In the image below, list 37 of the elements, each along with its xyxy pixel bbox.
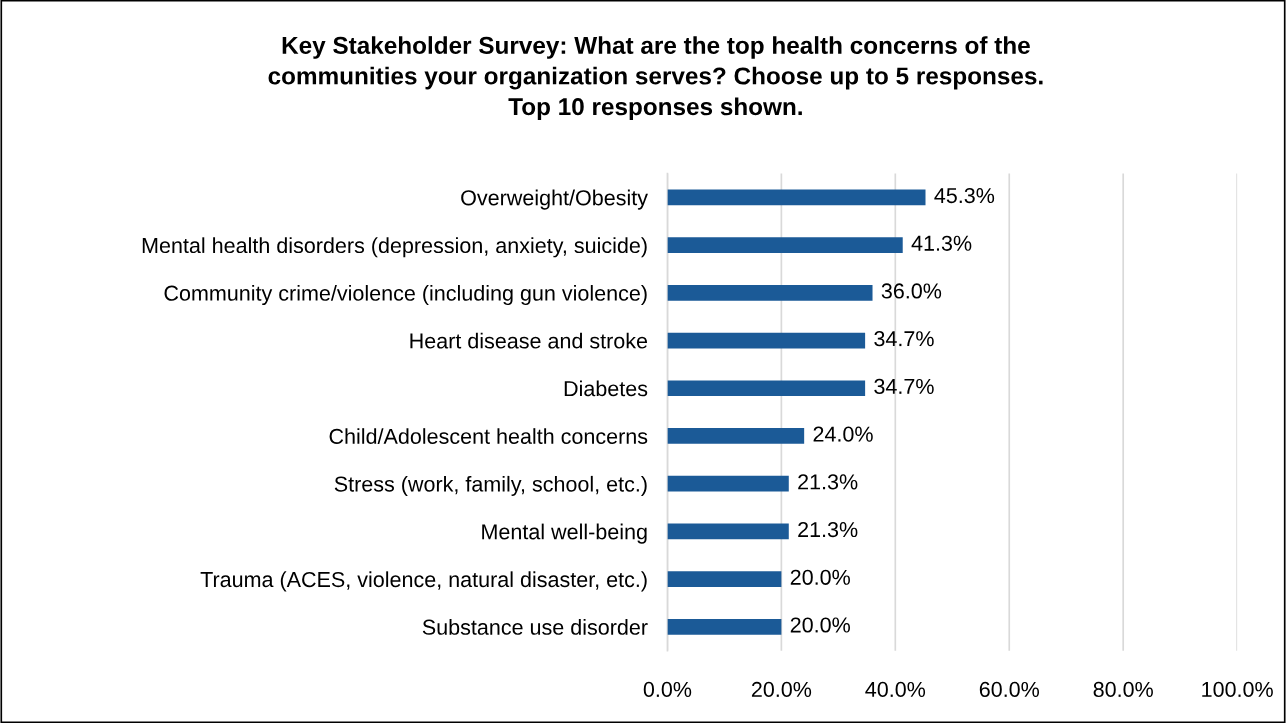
bar — [667, 523, 789, 540]
x-tick-label: 80.0% — [1093, 681, 1153, 698]
bar — [667, 475, 789, 492]
y-tick-label: Diabetes — [564, 380, 648, 397]
data-label: 20.0% — [790, 569, 850, 585]
data-label: 41.3% — [911, 235, 972, 251]
bar — [667, 380, 866, 397]
data-label: 45.3% — [934, 187, 995, 204]
bar — [667, 618, 782, 635]
bar — [667, 237, 903, 253]
y-tick-label: Heart disease and stroke — [410, 332, 648, 349]
data-label: 24.0% — [813, 426, 873, 442]
x-tick-label: 0.0% — [643, 681, 692, 698]
bar — [667, 571, 782, 587]
data-label: 34.7% — [874, 378, 934, 395]
x-tick-label: 20.0% — [751, 681, 812, 698]
bar — [667, 332, 866, 349]
chart-title: Key Stakeholder Survey: What are the top health concerns of the communities your organization serves? Choose up to 5 responses. Top 10 responses shown. — [268, 36, 1043, 121]
bar — [667, 189, 926, 206]
y-tick-label: Trauma (ACES, violence, natural disaster, etc.) — [200, 571, 647, 592]
y-tick-label: Mental well-being — [482, 523, 647, 544]
x-tick-label: 40.0% — [865, 681, 926, 698]
x-tick-label: 60.0% — [979, 681, 1040, 698]
y-tick-label: Substance use disorder — [422, 619, 648, 635]
y-tick-label: Community crime/violence (including gun violence) — [164, 285, 647, 306]
y-tick-label: Child/Adolescent health concerns — [329, 428, 648, 444]
data-label: 20.0% — [790, 617, 850, 633]
data-label: 21.3% — [798, 521, 858, 538]
data-label: 21.3% — [798, 474, 858, 490]
bar — [667, 284, 873, 301]
y-tick-label: Stress (work, family, school, etc.) — [334, 475, 647, 496]
x-tick-label: 100.0% — [1202, 681, 1273, 698]
y-tick-label: Overweight/Obesity — [461, 189, 648, 210]
bar — [667, 428, 805, 444]
data-label: 34.7% — [874, 331, 934, 347]
data-label: 36.0% — [881, 283, 942, 299]
y-tick-label: Mental health disorders (depression, anxiety, suicide) — [142, 237, 647, 258]
